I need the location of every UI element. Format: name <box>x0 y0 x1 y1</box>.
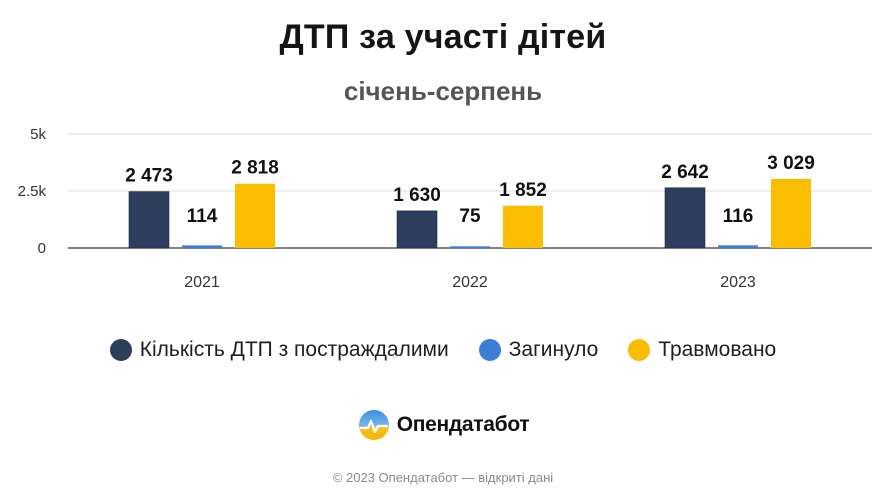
legend-item-killed: Загинуло <box>478 338 599 362</box>
brand-logo-icon <box>358 410 389 440</box>
data-label-killed-2021: 114 <box>187 206 218 227</box>
brand-name: Опендатабот <box>396 413 530 436</box>
bar-accidents-2023 <box>664 187 706 249</box>
brand: Опендатабот <box>0 408 886 442</box>
bar-killed-2021 <box>182 245 222 248</box>
y-tick-label: 0 <box>38 240 46 257</box>
legend: Кількість ДТП з постраждалими Загинуло Т… <box>0 338 886 362</box>
legend-swatch-accidents <box>109 339 132 361</box>
legend-label-killed: Загинуло <box>508 338 599 361</box>
bar-accidents-2022 <box>396 210 438 249</box>
x-tick-label: 2023 <box>720 274 756 291</box>
x-tick-label: 2021 <box>184 274 220 291</box>
data-label-injured-2023: 3 029 <box>767 153 815 174</box>
legend-label-injured: Травмовано <box>658 338 777 361</box>
bar-killed-2022 <box>450 246 490 248</box>
data-label-accidents-2023: 2 642 <box>661 162 709 183</box>
x-tick-label: 2022 <box>452 274 488 291</box>
legend-swatch-injured <box>628 339 651 361</box>
data-label-injured-2021: 2 818 <box>231 158 279 179</box>
legend-label-accidents: Кількість ДТП з постраждалими <box>139 338 449 361</box>
y-tick-label: 5k <box>30 126 46 143</box>
data-label-injured-2022: 1 852 <box>499 180 547 201</box>
footer-copyright: © 2023 Опендатабот — відкриті дані <box>332 470 554 485</box>
chart-subtitle: січень-серпень <box>343 76 543 106</box>
bar-injured-2021 <box>235 183 275 248</box>
bar-injured-2022 <box>503 205 543 248</box>
bar-killed-2023 <box>718 245 758 248</box>
legend-swatch-killed <box>478 339 501 361</box>
data-label-killed-2023: 116 <box>723 206 754 227</box>
legend-item-injured: Травмовано <box>628 338 776 362</box>
data-label-accidents-2021: 2 473 <box>125 166 173 187</box>
data-label-accidents-2022: 1 630 <box>393 185 441 206</box>
bar-chart: 0 2.5k 5k 2 473 114 2 818 2021 1 630 75 1 852 2022… <box>18 126 872 291</box>
bar-accidents-2021 <box>128 191 170 249</box>
data-label-killed-2022: 75 <box>459 206 481 227</box>
legend-item-accidents: Кількість ДТП з постраждалими <box>109 338 449 362</box>
bar-injured-2023 <box>771 178 811 248</box>
chart-title: ДТП за участі дітей <box>279 18 607 56</box>
y-tick-label: 2.5k <box>18 183 47 200</box>
